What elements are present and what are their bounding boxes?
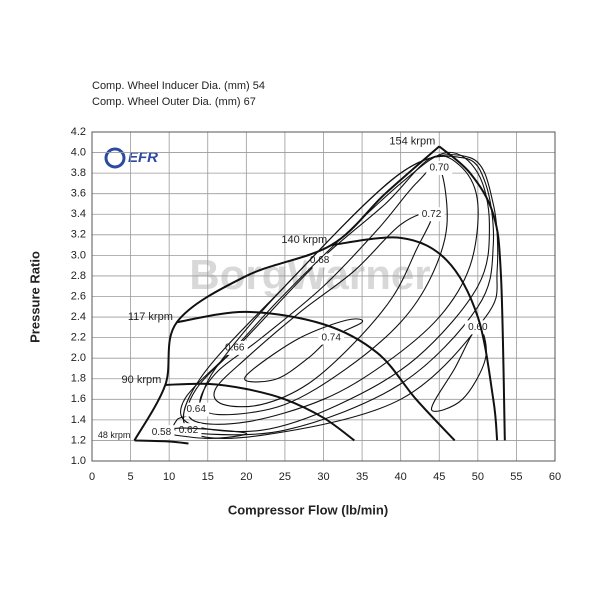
x-tick-label: 15 bbox=[202, 471, 214, 483]
label-background bbox=[148, 425, 175, 440]
y-tick-label: 2.2 bbox=[71, 332, 86, 344]
y-tick-label: 1.2 bbox=[71, 434, 86, 446]
speed-line bbox=[165, 382, 355, 442]
speed-line-label: 154 krpm bbox=[389, 135, 435, 147]
x-tick-label: 35 bbox=[356, 471, 368, 483]
efficiency-contour bbox=[244, 318, 364, 383]
y-tick-label: 2.8 bbox=[71, 270, 86, 282]
contour-label: 0.66 bbox=[225, 343, 245, 354]
x-tick-label: 10 bbox=[163, 471, 175, 483]
x-tick-label: 25 bbox=[279, 471, 291, 483]
y-axis-title: Pressure Ratio bbox=[27, 251, 42, 343]
x-tick-label: 60 bbox=[549, 471, 561, 483]
plot-frame bbox=[91, 131, 556, 462]
speed-line-label: 90 krpm bbox=[122, 374, 162, 386]
x-tick-label: 5 bbox=[128, 471, 134, 483]
label-background bbox=[418, 207, 445, 222]
label-background bbox=[426, 160, 453, 175]
surge-line bbox=[133, 145, 440, 441]
contour-label: 0.64 bbox=[186, 404, 206, 415]
y-tick-label: 4.2 bbox=[71, 126, 86, 138]
y-tick-label: 3.8 bbox=[71, 167, 86, 179]
speed-line bbox=[176, 310, 456, 442]
logo-icon bbox=[104, 147, 126, 169]
x-tick-label: 20 bbox=[240, 471, 252, 483]
y-tick-label: 3.4 bbox=[71, 208, 86, 220]
speed-line bbox=[438, 145, 506, 441]
label-background bbox=[464, 320, 491, 335]
y-tick-label: 1.4 bbox=[71, 414, 86, 426]
contour-label: 0.62 bbox=[179, 425, 199, 436]
y-tick-label: 3.0 bbox=[71, 249, 86, 261]
note: Comp. Wheel Inducer Dia. (mm) 54 bbox=[92, 80, 265, 92]
y-tick-label: 1.8 bbox=[71, 373, 86, 385]
speed-line bbox=[134, 439, 189, 445]
contour-label: 0.74 bbox=[321, 332, 341, 343]
contour-label: 0.70 bbox=[430, 163, 450, 174]
speed-line-label: 140 krpm bbox=[281, 234, 327, 246]
x-axis-title: Compressor Flow (lb/min) bbox=[228, 502, 388, 517]
speed-line bbox=[331, 236, 499, 441]
y-tick-label: 1.0 bbox=[71, 455, 86, 467]
label-background bbox=[318, 330, 345, 345]
note: Comp. Wheel Outer Dia. (mm) 67 bbox=[92, 96, 256, 108]
speed-line-label: 48 krpm bbox=[98, 430, 131, 440]
x-tick-label: 0 bbox=[89, 471, 95, 483]
contour-label: 0.68 bbox=[310, 255, 330, 266]
y-tick-label: 3.6 bbox=[71, 188, 86, 200]
efficiency-contour bbox=[213, 212, 433, 408]
logo: EFR bbox=[128, 149, 158, 166]
y-tick-label: 4.0 bbox=[71, 146, 86, 158]
contour-label: 0.58 bbox=[152, 427, 172, 438]
y-tick-label: 2.0 bbox=[71, 352, 86, 364]
x-tick-label: 45 bbox=[433, 471, 445, 483]
contour-label: 0.60 bbox=[468, 322, 488, 333]
y-tick-label: 2.4 bbox=[71, 311, 86, 323]
y-tick-label: 1.6 bbox=[71, 393, 86, 405]
x-tick-label: 30 bbox=[317, 471, 329, 483]
x-tick-label: 50 bbox=[472, 471, 484, 483]
label-background bbox=[183, 402, 210, 417]
y-tick-label: 3.2 bbox=[71, 229, 86, 241]
contour-label: 0.72 bbox=[422, 209, 442, 220]
speed-line-label: 117 krpm bbox=[128, 311, 173, 323]
x-tick-label: 40 bbox=[395, 471, 407, 483]
label-background bbox=[175, 423, 202, 438]
x-tick-label: 55 bbox=[510, 471, 522, 483]
y-tick-label: 2.6 bbox=[71, 290, 86, 302]
